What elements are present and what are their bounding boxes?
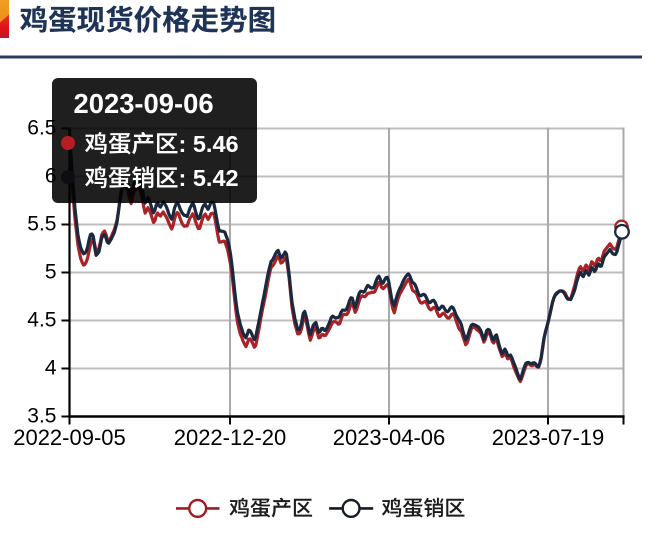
svg-text:5.5: 5.5: [27, 213, 56, 236]
svg-text:6.5: 6.5: [27, 117, 56, 140]
svg-text:4.5: 4.5: [27, 309, 56, 332]
svg-text:: 5.46: : 5.46: [179, 131, 239, 157]
svg-text:4: 4: [45, 357, 57, 380]
svg-text:2023-07-19: 2023-07-19: [492, 425, 605, 450]
svg-text:2022-09-05: 2022-09-05: [13, 425, 126, 450]
svg-text:2022-12-20: 2022-12-20: [174, 425, 287, 450]
svg-text:6: 6: [45, 165, 57, 188]
svg-text:2023-09-06: 2023-09-06: [74, 88, 214, 119]
svg-text:: 5.42: : 5.42: [179, 165, 239, 191]
svg-text:2023-04-06: 2023-04-06: [333, 425, 446, 450]
svg-text:3.5: 3.5: [27, 405, 56, 428]
svg-text:5: 5: [45, 261, 57, 284]
